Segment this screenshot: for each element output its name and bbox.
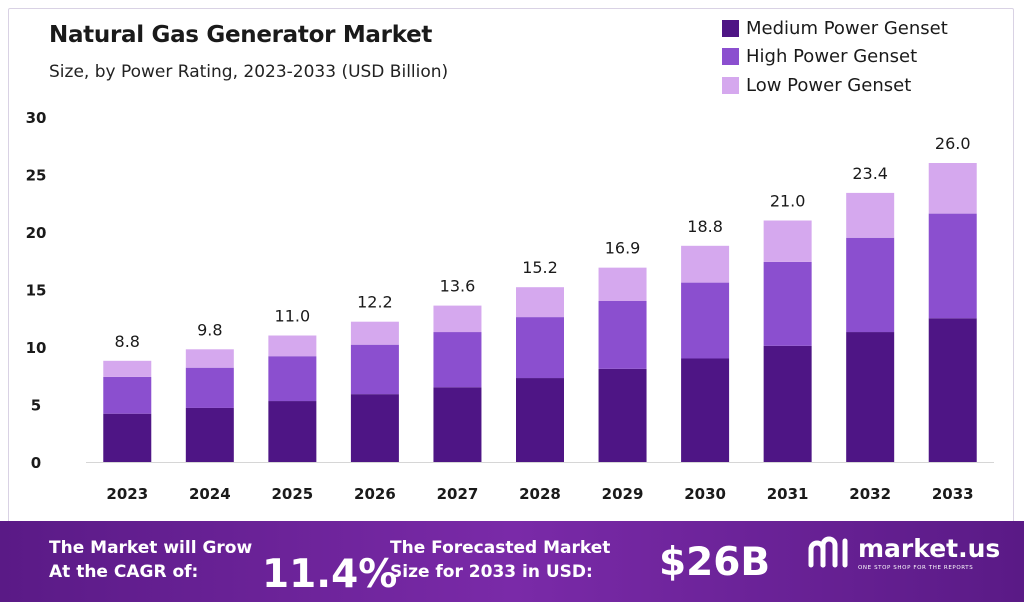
legend-swatch-high xyxy=(722,48,739,66)
x-tick-label-2027: 2027 xyxy=(437,485,479,503)
x-tick-label-2025: 2025 xyxy=(271,485,313,503)
y-tick-label: 20 xyxy=(26,224,47,242)
total-label-2023: 8.8 xyxy=(115,332,140,351)
bar-segment-medium-2030 xyxy=(681,358,730,462)
y-tick-label: 30 xyxy=(26,109,47,127)
y-tick-label: 15 xyxy=(26,282,47,300)
bar-segment-medium-2025 xyxy=(268,401,317,462)
y-tick-label: 10 xyxy=(26,339,47,357)
bar-segment-low-2030 xyxy=(681,245,730,283)
total-label-2026: 12.2 xyxy=(357,293,393,312)
bar-segment-medium-2031 xyxy=(763,345,812,462)
forecast-caption-line2: Size for 2033 in USD: xyxy=(390,562,593,582)
legend-swatch-low xyxy=(722,76,739,94)
forecast-value: $26B xyxy=(659,540,771,585)
market-us-logo: market.us ONE STOP SHOP FOR THE REPORTS xyxy=(808,535,1000,571)
total-label-2028: 15.2 xyxy=(522,258,558,277)
chart-plot: 0510152025308.820239.8202411.0202512.220… xyxy=(26,109,994,503)
y-tick-label: 5 xyxy=(31,397,41,415)
bar-segment-low-2029 xyxy=(598,267,647,301)
total-label-2029: 16.9 xyxy=(605,239,641,258)
legend: Medium Power Genset High Power Genset Lo… xyxy=(722,14,948,100)
x-tick-label-2032: 2032 xyxy=(849,485,891,503)
x-tick-label-2031: 2031 xyxy=(767,485,809,503)
bar-segment-low-2026 xyxy=(350,321,399,345)
forecast-caption: The Forecasted Market Size for 2033 in U… xyxy=(390,536,610,584)
bar-segment-high-2033 xyxy=(928,213,977,319)
bar-segment-high-2032 xyxy=(846,237,895,333)
bar-segment-medium-2029 xyxy=(598,368,647,462)
forecast-caption-line1: The Forecasted Market xyxy=(390,538,611,558)
x-tick-label-2029: 2029 xyxy=(602,485,644,503)
logo-tagline: ONE STOP SHOP FOR THE REPORTS xyxy=(858,564,974,571)
bar-segment-high-2029 xyxy=(598,301,647,369)
bar-segment-low-2023 xyxy=(103,360,152,377)
x-tick-label-2033: 2033 xyxy=(932,485,974,503)
bar-segment-low-2024 xyxy=(185,349,234,368)
x-tick-label-2026: 2026 xyxy=(354,485,396,503)
bar-segment-low-2028 xyxy=(516,287,564,318)
legend-item-low: Low Power Genset xyxy=(722,71,948,100)
bar-segment-high-2030 xyxy=(681,282,730,359)
bar-segment-high-2023 xyxy=(103,376,152,414)
bar-segment-medium-2032 xyxy=(846,332,895,462)
bar-segment-high-2031 xyxy=(763,261,812,346)
total-label-2031: 21.0 xyxy=(770,192,806,211)
total-label-2030: 18.8 xyxy=(687,217,723,236)
bar-segment-high-2026 xyxy=(350,344,399,395)
legend-item-high: High Power Genset xyxy=(722,43,948,72)
chart-title: Natural Gas Generator Market xyxy=(49,22,433,48)
chart-subtitle: Size, by Power Rating, 2023-2033 (USD Bi… xyxy=(49,62,449,82)
bar-segment-medium-2027 xyxy=(433,387,482,462)
cagr-caption-line1: The Market will Grow xyxy=(49,538,253,558)
cagr-caption: The Market will Grow At the CAGR of: xyxy=(49,536,252,584)
bar-segment-high-2028 xyxy=(516,317,564,379)
cagr-caption-line2: At the CAGR of: xyxy=(49,562,199,582)
y-tick-label: 0 xyxy=(31,454,41,472)
legend-label-medium: Medium Power Genset xyxy=(746,17,948,39)
total-label-2032: 23.4 xyxy=(852,164,888,183)
bar-segment-low-2031 xyxy=(763,220,812,262)
cagr-value: 11.4% xyxy=(262,552,398,597)
logo-name: market.us xyxy=(858,533,1001,563)
bar-segment-medium-2023 xyxy=(103,413,152,462)
legend-label-low: Low Power Genset xyxy=(746,74,912,96)
bar-segment-medium-2026 xyxy=(350,394,399,462)
legend-swatch-medium xyxy=(722,19,739,37)
total-label-2024: 9.8 xyxy=(197,320,222,339)
x-tick-label-2024: 2024 xyxy=(189,485,231,503)
bar-segment-high-2025 xyxy=(268,356,317,402)
bar-segment-medium-2033 xyxy=(928,318,977,462)
total-label-2027: 13.6 xyxy=(440,277,476,296)
bar-segment-high-2024 xyxy=(185,367,234,408)
total-label-2033: 26.0 xyxy=(935,134,971,153)
bar-segment-low-2025 xyxy=(268,335,317,357)
legend-label-high: High Power Genset xyxy=(746,46,918,68)
legend-item-medium: Medium Power Genset xyxy=(722,14,948,43)
bar-segment-medium-2024 xyxy=(185,407,234,462)
x-tick-label-2028: 2028 xyxy=(519,485,561,503)
x-tick-label-2030: 2030 xyxy=(684,485,726,503)
bar-segment-high-2027 xyxy=(433,332,482,388)
market-us-logo-icon xyxy=(808,536,848,568)
bar-segment-low-2033 xyxy=(928,163,977,214)
x-tick-label-2023: 2023 xyxy=(106,485,148,503)
bar-segment-low-2027 xyxy=(433,305,482,333)
total-label-2025: 11.0 xyxy=(275,307,311,326)
footer-banner: The Market will Grow At the CAGR of: 11.… xyxy=(0,521,1024,602)
bar-segment-medium-2028 xyxy=(516,378,564,462)
bar-segment-low-2032 xyxy=(846,192,895,238)
y-tick-label: 25 xyxy=(26,167,47,185)
